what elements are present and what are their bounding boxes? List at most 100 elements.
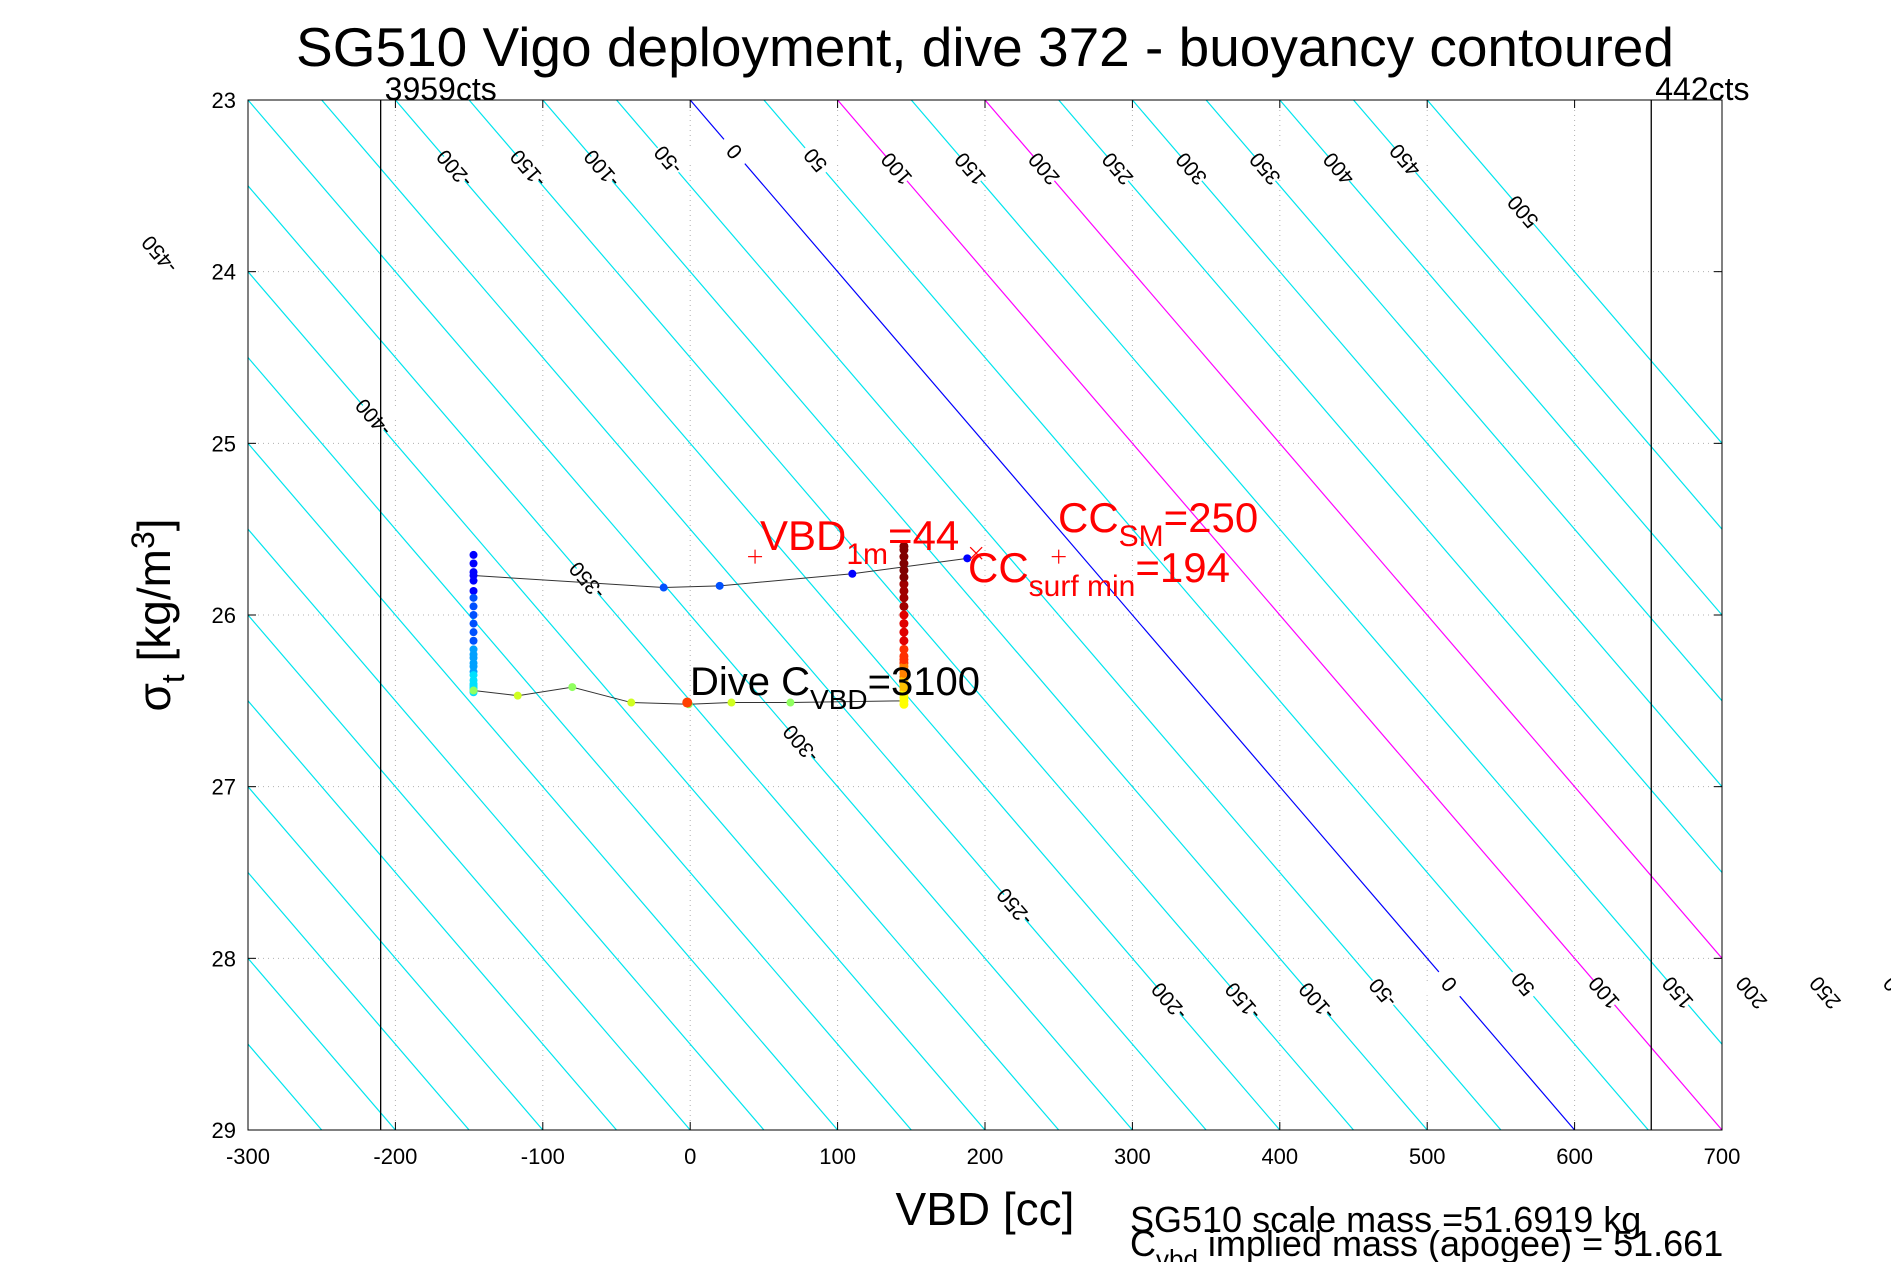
footer-implied-mass-value: implied mass (apogee) = 51.661 [1198, 1223, 1723, 1262]
annotation-cc-surf-min-main: CC [968, 544, 1029, 591]
x-tick-label: 500 [1409, 1144, 1446, 1169]
y-label-sup: 3 [125, 531, 161, 549]
climb-point [899, 593, 909, 603]
axis-ticks: -300 -200 -100 0 100 200 300 400 500 600 700 23 24 25… [212, 88, 1741, 1169]
x-tick-label: 400 [1261, 1144, 1298, 1169]
contour-label-bg [1162, 140, 1220, 197]
dive-point [568, 683, 577, 692]
annotation-cc-sm: CCSM=250 [1058, 494, 1258, 553]
dive-point [727, 698, 736, 707]
contour-line [248, 356, 912, 1130]
vbd-limit-label: 3959cts [385, 71, 497, 107]
dive-point [715, 581, 724, 590]
y-tick-label: 26 [212, 603, 236, 628]
y-axis-label: σt [kg/m3] [125, 518, 191, 711]
climb-point [899, 689, 909, 699]
contour-label-bg [1494, 956, 1552, 1012]
contour-label-bg [1870, 964, 1891, 1021]
annotation-dive-cvbd-value: =3100 [868, 660, 980, 704]
contour-line [837, 100, 1722, 1130]
contour-line [248, 270, 986, 1130]
y-tick-label: 23 [212, 88, 236, 113]
dive-point [513, 691, 522, 700]
x-tick-label: -300 [226, 1144, 270, 1169]
annotation-dive-cvbd-main: Dive C [690, 660, 810, 704]
climb-point [899, 627, 909, 637]
contour-label-bg [867, 140, 926, 197]
contour-line [468, 100, 1354, 1130]
dive-point [469, 602, 478, 611]
contour-label-bg [499, 140, 557, 197]
climb-point [899, 552, 909, 562]
buoyancy-contours [248, 100, 1722, 1130]
x-tick-label: 0 [684, 1144, 696, 1169]
reference-markers [682, 546, 1066, 708]
annotation-cc-sm-main: CC [1058, 494, 1119, 541]
dive-point [469, 559, 478, 568]
contour-label-bg [639, 132, 697, 188]
contour-label-bg [1722, 964, 1781, 1021]
climb-point [899, 675, 909, 685]
climb-point [899, 668, 909, 678]
contour-label-bg [344, 389, 402, 446]
contour-label-bg [1089, 140, 1147, 197]
footer-implied-mass-main: C [1130, 1223, 1156, 1262]
climb-point [899, 572, 909, 582]
dive-point [469, 586, 478, 595]
contour-label-bg [941, 140, 999, 197]
dive-point [469, 686, 478, 695]
contour-line [248, 442, 839, 1130]
contour-label-bg [1494, 183, 1552, 240]
climb-point [899, 559, 909, 568]
annotation-cc-surf-min-sub: surf min [1029, 570, 1136, 603]
climb-point [899, 601, 909, 611]
contour-label-bg [1140, 973, 1198, 1030]
footer-scale-mass: SG510 scale mass =51.6919 kg [1130, 1199, 1641, 1240]
contour-line [1205, 100, 1722, 702]
climb-point [899, 619, 909, 629]
contour-label-bg [1354, 964, 1412, 1021]
contour-label-bg [1575, 964, 1633, 1021]
climb-point [899, 586, 909, 596]
y-tick-label: 24 [212, 260, 236, 285]
x-tick-label: 600 [1556, 1144, 1593, 1169]
climb-point [899, 662, 909, 671]
x-tick-label: 700 [1704, 1144, 1741, 1169]
dive-point [469, 593, 478, 602]
contour-label-bg [705, 123, 764, 180]
contour-line [1058, 100, 1722, 874]
contour-label-bg [772, 715, 830, 772]
annotation-vbd-1m-main: VBD [760, 512, 846, 559]
contour-line [1426, 100, 1722, 445]
x-tick-label: -200 [373, 1144, 417, 1169]
contour-line [248, 528, 765, 1130]
climb-point [899, 644, 909, 654]
climb-point [899, 579, 909, 589]
contour-line [984, 100, 1722, 960]
contour-label-bg [1420, 956, 1478, 1012]
dive-point [469, 568, 478, 577]
dive-point [469, 576, 478, 585]
climb-point [899, 541, 909, 551]
footer-implied-mass: Cvbd implied mass (apogee) = 51.661 [1130, 1223, 1723, 1262]
vbd-limit-lines: 3959cts 442cts [380, 71, 1750, 1130]
contour-line [763, 100, 1649, 1130]
contour-line [321, 100, 1207, 1130]
contour-line [394, 100, 1281, 1130]
dive-tracks [469, 541, 972, 709]
annotation-dive-cvbd: Dive CVBD=3100 [690, 660, 980, 715]
dive-point [786, 698, 795, 707]
dive-point [963, 554, 972, 563]
climb-point [899, 610, 909, 620]
contour-line [542, 100, 1428, 1130]
contour-label-bg [1796, 964, 1854, 1021]
y-label-close: ] [128, 518, 180, 531]
contour-line [248, 184, 1060, 1130]
contour-label-bg [985, 879, 1044, 935]
y-label-sigma: σ [128, 683, 180, 711]
x-tick-label: 300 [1114, 1144, 1151, 1169]
contour-label-bg [1376, 132, 1434, 188]
vbd-limit-label: 442cts [1655, 71, 1749, 107]
contour-label-bg [1015, 140, 1073, 197]
